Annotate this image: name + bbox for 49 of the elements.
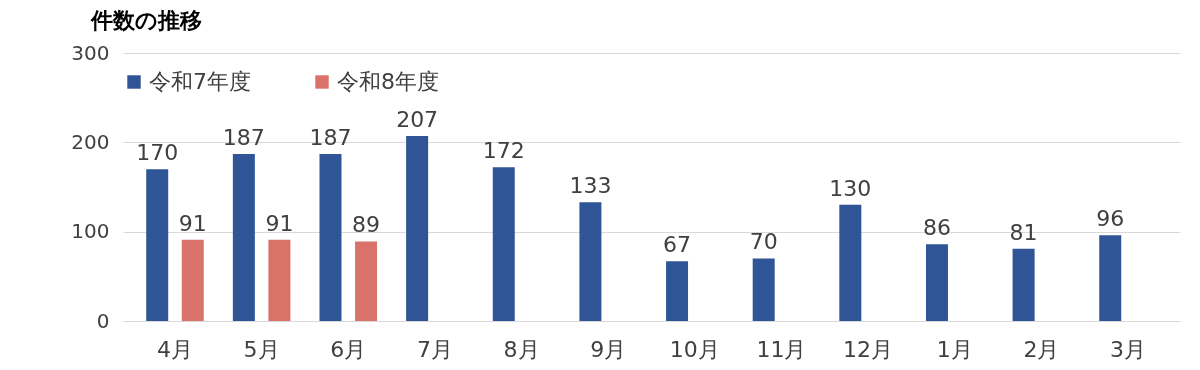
bar [181,239,204,321]
bar [355,241,378,321]
x-tick-label: 2月 [1023,336,1060,362]
chart-title: 件数の推移 [89,8,202,33]
x-tick-label: 5月 [243,336,280,362]
legend-label: 令和7年度 [149,69,251,94]
x-tick-label: 1月 [936,336,973,362]
data-label: 70 [749,229,778,255]
data-label: 187 [222,124,265,150]
x-tick-label: 3月 [1110,336,1147,362]
bar [1012,248,1035,321]
data-label: 207 [396,107,439,133]
x-tick-label: 7月 [416,336,453,362]
x-tick-label: 12月 [843,336,894,362]
bar [146,169,169,321]
data-label: 81 [1009,219,1038,245]
data-label: 96 [1096,206,1125,232]
x-tick-label: 9月 [590,336,627,362]
x-tick-label: 10月 [669,336,720,362]
y-tick-label: 0 [96,308,110,333]
bar [752,258,775,321]
data-label: 170 [136,140,179,166]
data-label: 133 [569,173,612,199]
bar [268,239,291,321]
y-tick-label: 100 [71,219,110,244]
y-tick-label: 200 [71,129,110,154]
bar [492,167,515,321]
legend-label: 令和8年度 [337,69,439,94]
bar [666,261,689,321]
data-label: 91 [265,210,294,236]
data-label: 86 [922,215,951,241]
bar [925,244,948,321]
data-label: 89 [352,212,381,238]
bar [839,204,862,321]
data-label: 67 [663,232,692,258]
bar [232,153,255,321]
y-tick-label: 300 [71,40,110,65]
bar [406,136,429,321]
data-label: 172 [482,138,525,164]
x-tick-label: 11月 [756,336,807,362]
data-label: 91 [178,210,207,236]
x-tick-label: 4月 [156,336,193,362]
bar [1099,235,1122,321]
x-tick-label: 8月 [503,336,540,362]
bar [579,202,602,321]
data-label: 187 [309,124,352,150]
x-tick-label: 6月 [330,336,367,362]
bar [319,153,342,321]
data-label: 130 [829,175,872,201]
